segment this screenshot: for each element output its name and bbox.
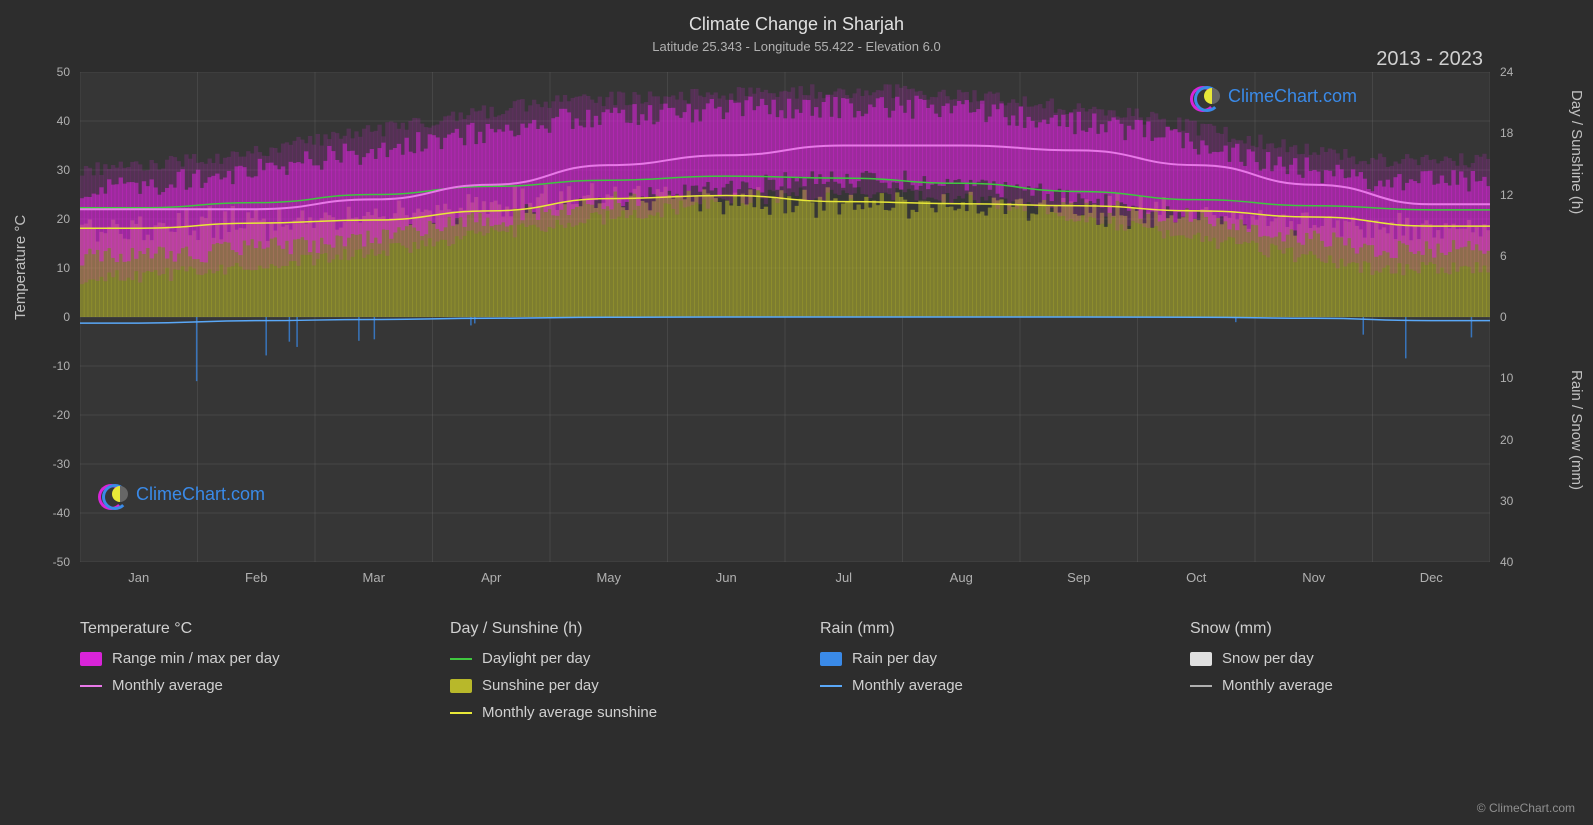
legend-label: Monthly average sunshine [482, 704, 657, 721]
y-left-tick: 0 [30, 310, 70, 324]
legend-item: Monthly average [80, 677, 410, 694]
y-right-tick: 20 [1500, 433, 1540, 447]
legend-item: Monthly average sunshine [450, 704, 780, 721]
y-right-tick: 30 [1500, 494, 1540, 508]
logo-icon [98, 482, 130, 506]
legend-item: Daylight per day [450, 650, 780, 667]
y-left-tick: -50 [30, 555, 70, 569]
legend-swatch [80, 652, 102, 666]
legend-swatch [820, 652, 842, 666]
legend-swatch [1190, 685, 1212, 687]
legend-column: Rain (mm) Rain per day Monthly average [820, 620, 1150, 731]
legend-swatch [820, 685, 842, 687]
legend-label: Snow per day [1222, 650, 1314, 667]
legend-header: Day / Sunshine (h) [450, 620, 780, 638]
legend-label: Monthly average [1222, 677, 1333, 694]
logo-top: ClimeChart.com [1190, 84, 1357, 108]
legend-item: Sunshine per day [450, 677, 780, 694]
x-tick: Mar [363, 570, 385, 585]
y-left-tick: -30 [30, 457, 70, 471]
legend-swatch [1190, 652, 1212, 666]
plot-area: 50403020100-10-20-30-40-5024181260102030… [80, 72, 1490, 562]
legend-header: Rain (mm) [820, 620, 1150, 638]
legend: Temperature °C Range min / max per day Mon… [80, 620, 1520, 731]
copyright: © ClimeChart.com [1477, 801, 1575, 815]
legend-item: Range min / max per day [80, 650, 410, 667]
x-tick: Oct [1186, 570, 1206, 585]
y-left-tick: 20 [30, 212, 70, 226]
legend-swatch [450, 712, 472, 714]
chart-subtitle: Latitude 25.343 - Longitude 55.422 - Ele… [0, 35, 1593, 54]
y-right-tick: 40 [1500, 555, 1540, 569]
y-left-tick: 10 [30, 261, 70, 275]
y-left-tick: 40 [30, 114, 70, 128]
x-tick: Nov [1302, 570, 1325, 585]
legend-label: Daylight per day [482, 650, 590, 667]
legend-header: Temperature °C [80, 620, 410, 638]
legend-column: Temperature °C Range min / max per day Mon… [80, 620, 410, 731]
logo-text: ClimeChart.com [1228, 86, 1357, 107]
x-tick: Aug [950, 570, 973, 585]
legend-label: Rain per day [852, 650, 937, 667]
x-tick: May [596, 570, 621, 585]
legend-label: Monthly average [112, 677, 223, 694]
legend-swatch [450, 658, 472, 660]
y-right-tick: 12 [1500, 188, 1540, 202]
y-right-bot-axis-label: Rain / Snow (mm) [1568, 370, 1585, 490]
chart-title: Climate Change in Sharjah [0, 0, 1593, 35]
y-left-tick: -20 [30, 408, 70, 422]
logo-icon [1190, 84, 1222, 108]
legend-item: Monthly average [1190, 677, 1520, 694]
climate-chart: Climate Change in Sharjah Latitude 25.34… [0, 0, 1593, 825]
y-left-tick: -10 [30, 359, 70, 373]
legend-label: Monthly average [852, 677, 963, 694]
legend-label: Sunshine per day [482, 677, 599, 694]
x-tick: Feb [245, 570, 267, 585]
legend-item: Rain per day [820, 650, 1150, 667]
legend-column: Snow (mm) Snow per day Monthly average [1190, 620, 1520, 731]
y-right-tick: 10 [1500, 371, 1540, 385]
y-left-tick: -40 [30, 506, 70, 520]
year-range: 2013 - 2023 [1376, 48, 1483, 71]
y-right-top-axis-label: Day / Sunshine (h) [1568, 90, 1585, 214]
x-tick: Jun [716, 570, 737, 585]
logo-bottom: ClimeChart.com [98, 482, 265, 506]
x-tick: Apr [481, 570, 501, 585]
x-tick: Dec [1420, 570, 1443, 585]
legend-swatch [450, 679, 472, 693]
y-left-axis-label: Temperature °C [12, 215, 29, 320]
y-right-tick: 18 [1500, 126, 1540, 140]
y-left-tick: 30 [30, 163, 70, 177]
y-right-tick: 0 [1500, 310, 1540, 324]
x-tick: Jan [128, 570, 149, 585]
legend-swatch [80, 685, 102, 687]
x-tick: Jul [835, 570, 852, 585]
legend-header: Snow (mm) [1190, 620, 1520, 638]
legend-label: Range min / max per day [112, 650, 280, 667]
y-right-tick: 6 [1500, 249, 1540, 263]
y-left-tick: 50 [30, 65, 70, 79]
x-tick: Sep [1067, 570, 1090, 585]
logo-text: ClimeChart.com [136, 484, 265, 505]
legend-item: Snow per day [1190, 650, 1520, 667]
legend-item: Monthly average [820, 677, 1150, 694]
plot-svg [80, 72, 1490, 562]
legend-column: Day / Sunshine (h) Daylight per day Sunshi… [450, 620, 780, 731]
y-right-tick: 24 [1500, 65, 1540, 79]
